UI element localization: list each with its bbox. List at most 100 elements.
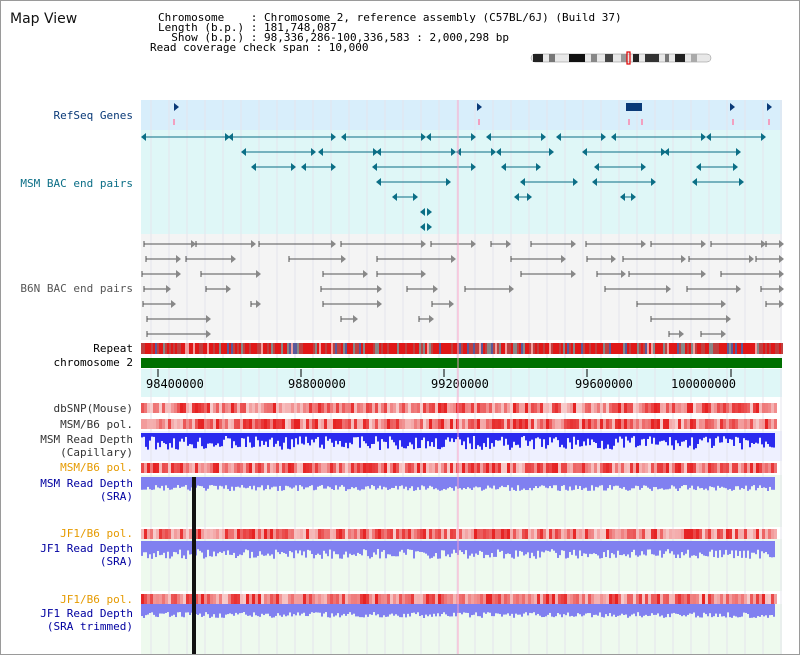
feature-arrow [767, 103, 772, 111]
heat-cell [540, 419, 543, 429]
heat-cell [555, 419, 558, 429]
repeat-element [771, 343, 773, 354]
feature-arrow [561, 255, 566, 263]
heat-cell [189, 419, 192, 429]
repeat-element [149, 343, 151, 354]
heat-cell [348, 403, 351, 413]
heat-cell [501, 594, 504, 604]
heat-cell [564, 529, 567, 539]
depth-bar [743, 604, 745, 613]
depth-bar [243, 604, 245, 613]
gap-marker [192, 477, 196, 654]
heat-cell [282, 529, 285, 539]
heat-cell [600, 529, 603, 539]
heat-cell [279, 594, 282, 604]
repeat-element [315, 343, 317, 354]
repeat-track[interactable] [141, 343, 783, 354]
chromosome-bar[interactable] [141, 358, 782, 368]
depth-bar [223, 477, 225, 489]
depth-bar [323, 433, 325, 449]
heat-cell [279, 403, 282, 413]
depth-bar [351, 477, 353, 488]
repeat-element [397, 343, 399, 354]
depth-bar [269, 604, 271, 617]
depth-bar [245, 433, 247, 448]
feature-arrow [449, 300, 454, 308]
depth-bar [399, 477, 401, 487]
depth-bar [649, 477, 651, 489]
depth-bar [757, 433, 759, 444]
depth-bar [373, 541, 375, 553]
repeat-element [577, 343, 579, 354]
heat-cell [315, 594, 318, 604]
depth-bar [741, 433, 743, 450]
repeat-element [327, 343, 329, 354]
depth-bar [481, 604, 483, 618]
heat-cell [552, 529, 555, 539]
depth-bar [565, 604, 567, 616]
depth-bar [337, 604, 339, 614]
depth-bar [277, 604, 279, 614]
heat-cell [219, 594, 222, 604]
depth-bar [715, 541, 717, 551]
depth-bar [347, 541, 349, 558]
read-depth-bars[interactable] [141, 1, 782, 655]
heat-cell [642, 403, 645, 413]
depth-bar [473, 477, 475, 488]
heat-cell [570, 419, 573, 429]
depth-bar [605, 477, 607, 491]
repeat-element [563, 343, 565, 354]
depth-bar [573, 604, 575, 617]
depth-bar [207, 541, 209, 550]
heat-cell [240, 419, 243, 429]
repeat-element [745, 343, 747, 354]
polymorphism-heat-bands[interactable] [141, 1, 782, 655]
depth-bar [259, 433, 261, 447]
heat-cell [468, 463, 471, 473]
heat-cell [492, 463, 495, 473]
depth-bar [167, 604, 169, 613]
depth-bar [737, 433, 739, 438]
depth-bar [377, 604, 379, 615]
depth-bar [181, 604, 183, 617]
depth-bar [413, 541, 415, 559]
depth-bar [653, 604, 655, 615]
depth-bar [445, 541, 447, 557]
heat-cell [726, 403, 729, 413]
depth-bar [261, 541, 263, 555]
heat-cell [552, 419, 555, 429]
depth-bar [371, 433, 373, 445]
repeat-element [211, 343, 213, 354]
heat-cell [399, 463, 402, 473]
depth-bar [589, 433, 591, 446]
repeat-element [703, 343, 705, 354]
feature-arrow [721, 330, 726, 338]
depth-bar [433, 433, 435, 447]
chromosome-ideogram[interactable] [529, 51, 713, 66]
depth-bar [435, 433, 437, 439]
heat-cell [207, 594, 210, 604]
repeat-element [355, 343, 357, 354]
heat-cell [687, 403, 690, 413]
depth-bar [221, 604, 223, 618]
depth-bar [237, 433, 239, 448]
depth-bar [321, 477, 323, 486]
depth-bar [149, 541, 151, 555]
repeat-element [663, 343, 665, 354]
heat-cell [156, 529, 159, 539]
heat-cell [198, 594, 201, 604]
heat-cell [456, 463, 459, 473]
heat-cell [714, 594, 717, 604]
depth-bar [609, 433, 611, 449]
depth-bar [515, 477, 517, 491]
depth-bar [435, 604, 437, 617]
heat-cell [303, 529, 306, 539]
feature-arrow [373, 148, 378, 156]
depth-bar [353, 477, 355, 489]
depth-bar [203, 604, 205, 616]
heat-cell [381, 594, 384, 604]
heat-cell [471, 594, 474, 604]
heat-cell [504, 594, 507, 604]
repeat-element [765, 343, 767, 354]
